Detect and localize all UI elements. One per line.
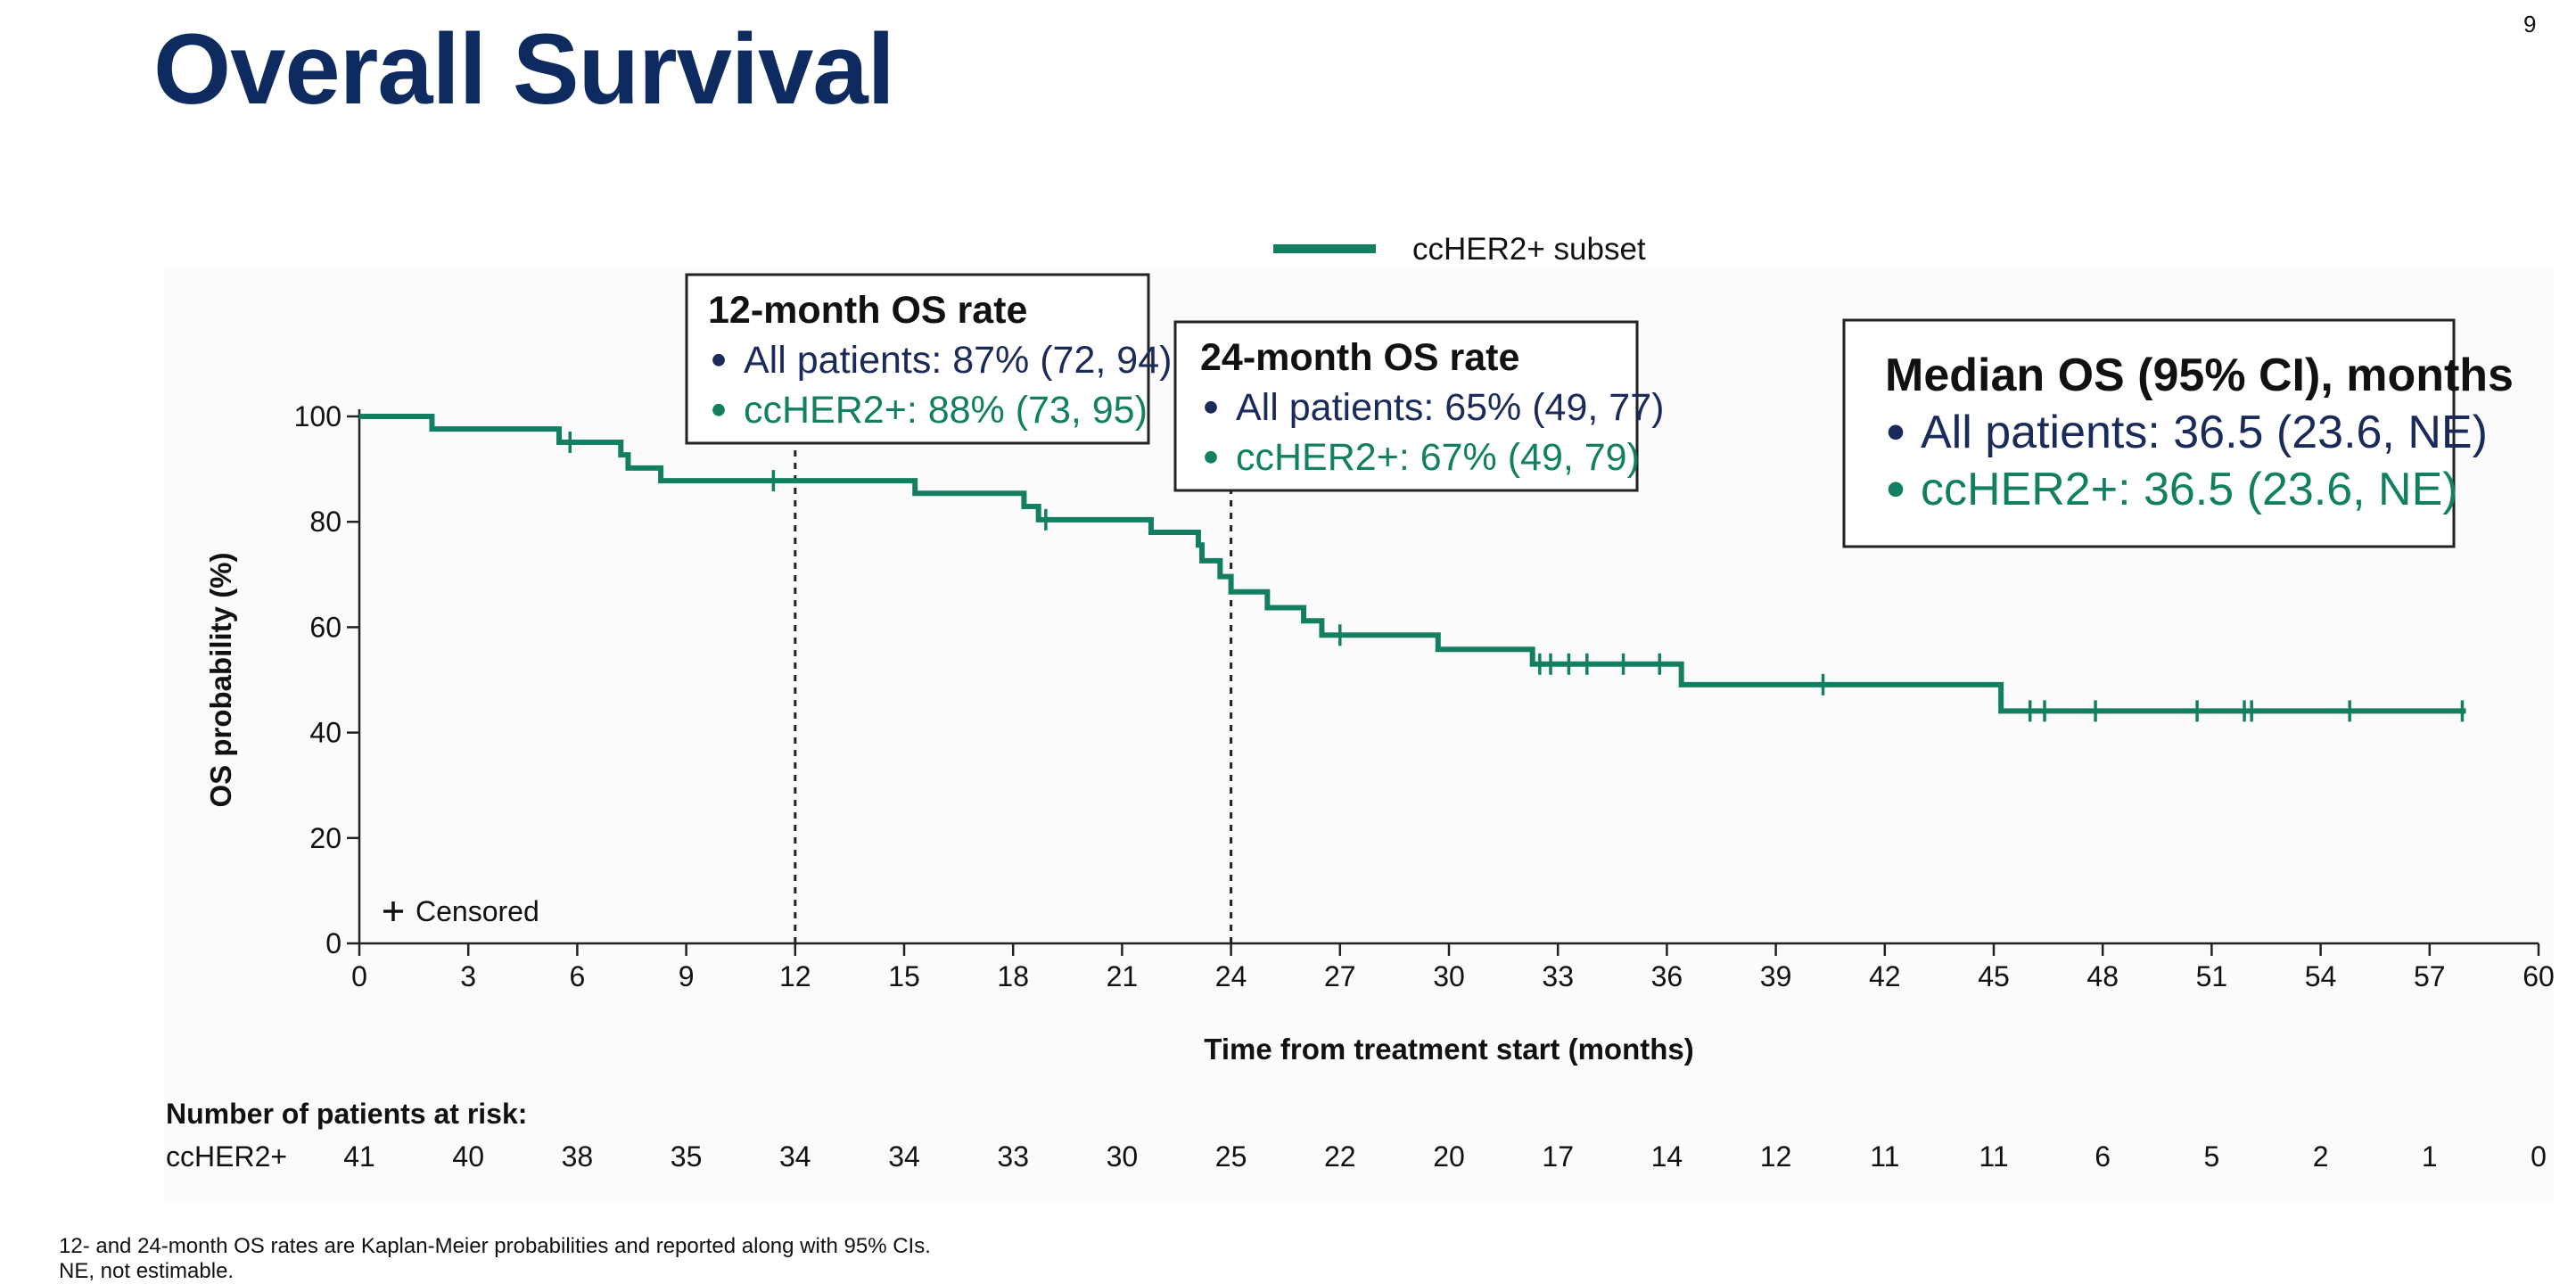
- x-tick-label-42: 42: [1869, 960, 1901, 992]
- bullet-dot: [1888, 424, 1904, 440]
- bullet-dot: [712, 353, 725, 366]
- x-axis-label: Time from treatment start (months): [1204, 1033, 1693, 1066]
- x-tick-label-12: 12: [779, 960, 811, 992]
- y-tick-label-80: 80: [309, 506, 342, 538]
- annotation-box-median-os-95-ci-months: Median OS (95% CI), months All patients: …: [1842, 318, 2514, 548]
- censored-legend-mark: [383, 901, 403, 921]
- risk-count-month-57: 1: [2422, 1140, 2438, 1173]
- x-tick-label-48: 48: [2086, 960, 2119, 992]
- risk-count-month-15: 34: [888, 1140, 920, 1173]
- annotation-line-all-patients: All patients: 87% (72, 94): [744, 339, 1172, 382]
- legend: ccHER2+ subset: [1273, 232, 1646, 267]
- risk-count-month-24: 25: [1215, 1140, 1247, 1173]
- risk-table-row-label: ccHER2+: [166, 1140, 287, 1173]
- x-tick-label-36: 36: [1651, 960, 1683, 992]
- page-number: 9: [2523, 11, 2537, 37]
- risk-count-month-18: 33: [997, 1140, 1029, 1173]
- x-tick-label-3: 3: [460, 960, 476, 992]
- risk-count-month-3: 40: [452, 1140, 484, 1173]
- bullet-dot: [1888, 482, 1904, 498]
- risk-count-month-6: 38: [562, 1140, 594, 1173]
- annotation-title: 24-month OS rate: [1200, 336, 1519, 379]
- risk-count-month-0: 41: [343, 1140, 375, 1173]
- risk-table-title: Number of patients at risk:: [166, 1098, 527, 1130]
- risk-table: Number of patients at risk: ccHER2+ 41 40 38…: [166, 1098, 2547, 1173]
- x-tick-label-51: 51: [2196, 960, 2228, 992]
- y-axis-label: OS probability (%): [204, 552, 237, 807]
- annotation-box-frame: [685, 273, 1150, 445]
- risk-count-month-42: 11: [1870, 1140, 1899, 1173]
- bullet-dot: [1205, 450, 1217, 464]
- x-tick-label-24: 24: [1215, 960, 1247, 992]
- censored-legend-label: Censored: [416, 895, 539, 927]
- footnote-ci: 12- and 24-month OS rates are Kaplan-Mei…: [59, 1234, 931, 1258]
- x-tick-label-45: 45: [1978, 960, 2010, 992]
- x-tick-label-57: 57: [2414, 960, 2446, 992]
- risk-count-month-9: 35: [671, 1140, 703, 1173]
- annotation-box-24-month-os-rate: 24-month OS rate All patients: 65% (49, 7…: [1173, 320, 1664, 492]
- x-tick-label-9: 9: [679, 960, 695, 992]
- y-tick-label-40: 40: [309, 717, 342, 749]
- footnote-ne: NE, not estimable.: [59, 1259, 235, 1283]
- y-tick-label-20: 20: [309, 822, 342, 854]
- annotation-line-all-patients: All patients: 65% (49, 77): [1236, 386, 1664, 429]
- annotation-boxes: 12-month OS rate All patients: 87% (72, 9…: [685, 273, 2514, 548]
- x-tick-label-18: 18: [997, 960, 1029, 992]
- bullet-dot: [712, 403, 725, 416]
- y-tick-label-0: 0: [325, 927, 342, 959]
- risk-count-month-27: 22: [1324, 1140, 1356, 1173]
- annotation-box-frame: [1173, 320, 1639, 492]
- bullet-dot: [1205, 400, 1217, 414]
- annotation-line-ccher2: ccHER2+: 88% (73, 95): [744, 389, 1148, 432]
- y-tick-label-100: 100: [294, 400, 342, 432]
- x-tick-label-54: 54: [2305, 960, 2337, 992]
- x-tick-label-33: 33: [1542, 960, 1574, 992]
- risk-count-month-60: 0: [2531, 1140, 2547, 1173]
- annotation-box-12-month-os-rate: 12-month OS rate All patients: 87% (72, 9…: [685, 273, 1172, 445]
- annotation-title: Median OS (95% CI), months: [1885, 350, 2514, 401]
- km-curve-ccher2-subset: [359, 414, 2466, 714]
- x-tick-label-30: 30: [1433, 960, 1465, 992]
- censor-marks: [568, 431, 2465, 722]
- x-tick-label-60: 60: [2523, 960, 2555, 992]
- curves: [359, 414, 2466, 714]
- legend-label: ccHER2+ subset: [1412, 232, 1646, 267]
- x-tick-label-39: 39: [1760, 960, 1792, 992]
- risk-count-month-21: 30: [1107, 1140, 1139, 1173]
- y-tick-label-60: 60: [309, 611, 342, 643]
- annotation-title: 12-month OS rate: [708, 289, 1027, 332]
- risk-count-month-54: 2: [2313, 1140, 2329, 1173]
- risk-count-month-12: 34: [779, 1140, 811, 1173]
- annotation-box-frame: [1842, 318, 2456, 548]
- risk-count-month-33: 17: [1542, 1140, 1574, 1173]
- risk-count-month-51: 5: [2204, 1140, 2220, 1173]
- x-tick-label-15: 15: [888, 960, 920, 992]
- annotation-line-all-patients: All patients: 36.5 (23.6, NE): [1921, 407, 2488, 458]
- reference-lines: [794, 440, 1233, 943]
- x-tick-label-6: 6: [570, 960, 586, 992]
- risk-count-month-36: 14: [1651, 1140, 1683, 1173]
- risk-count-month-30: 20: [1433, 1140, 1465, 1173]
- x-tick-label-21: 21: [1107, 960, 1139, 992]
- x-tick-label-27: 27: [1324, 960, 1356, 992]
- risk-count-month-45: 11: [1979, 1140, 2008, 1173]
- x-tick-label-0: 0: [351, 960, 367, 992]
- risk-count-month-48: 6: [2095, 1140, 2111, 1173]
- slide-title: Overall Survival: [153, 13, 895, 125]
- annotation-line-ccher2: ccHER2+: 36.5 (23.6, NE): [1921, 464, 2458, 515]
- annotation-line-ccher2: ccHER2+: 67% (49, 79): [1236, 436, 1640, 479]
- risk-count-month-39: 12: [1760, 1140, 1792, 1173]
